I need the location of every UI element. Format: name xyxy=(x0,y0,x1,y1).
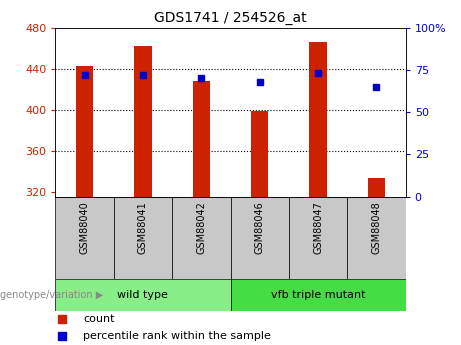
Bar xyxy=(193,81,210,197)
Bar xyxy=(309,42,327,197)
Text: GSM88048: GSM88048 xyxy=(372,201,382,254)
Text: GSM88046: GSM88046 xyxy=(254,201,265,254)
Text: count: count xyxy=(83,314,115,324)
Bar xyxy=(230,197,289,279)
Title: GDS1741 / 254526_at: GDS1741 / 254526_at xyxy=(154,11,307,25)
Bar xyxy=(172,197,230,279)
Bar xyxy=(230,279,406,311)
Bar xyxy=(134,46,152,197)
Text: GSM88042: GSM88042 xyxy=(196,201,207,254)
Bar xyxy=(55,197,114,279)
Bar xyxy=(251,111,268,197)
Bar xyxy=(114,197,172,279)
Text: GSM88040: GSM88040 xyxy=(79,201,89,254)
Bar xyxy=(76,66,93,197)
Bar xyxy=(55,279,230,311)
Text: genotype/variation ▶: genotype/variation ▶ xyxy=(0,290,104,300)
Bar xyxy=(368,178,385,197)
Text: GSM88041: GSM88041 xyxy=(138,201,148,254)
Bar xyxy=(289,197,347,279)
Text: vfb triple mutant: vfb triple mutant xyxy=(271,290,365,300)
Bar xyxy=(347,197,406,279)
Text: percentile rank within the sample: percentile rank within the sample xyxy=(83,332,271,341)
Text: wild type: wild type xyxy=(118,290,168,300)
Text: GSM88047: GSM88047 xyxy=(313,201,323,254)
